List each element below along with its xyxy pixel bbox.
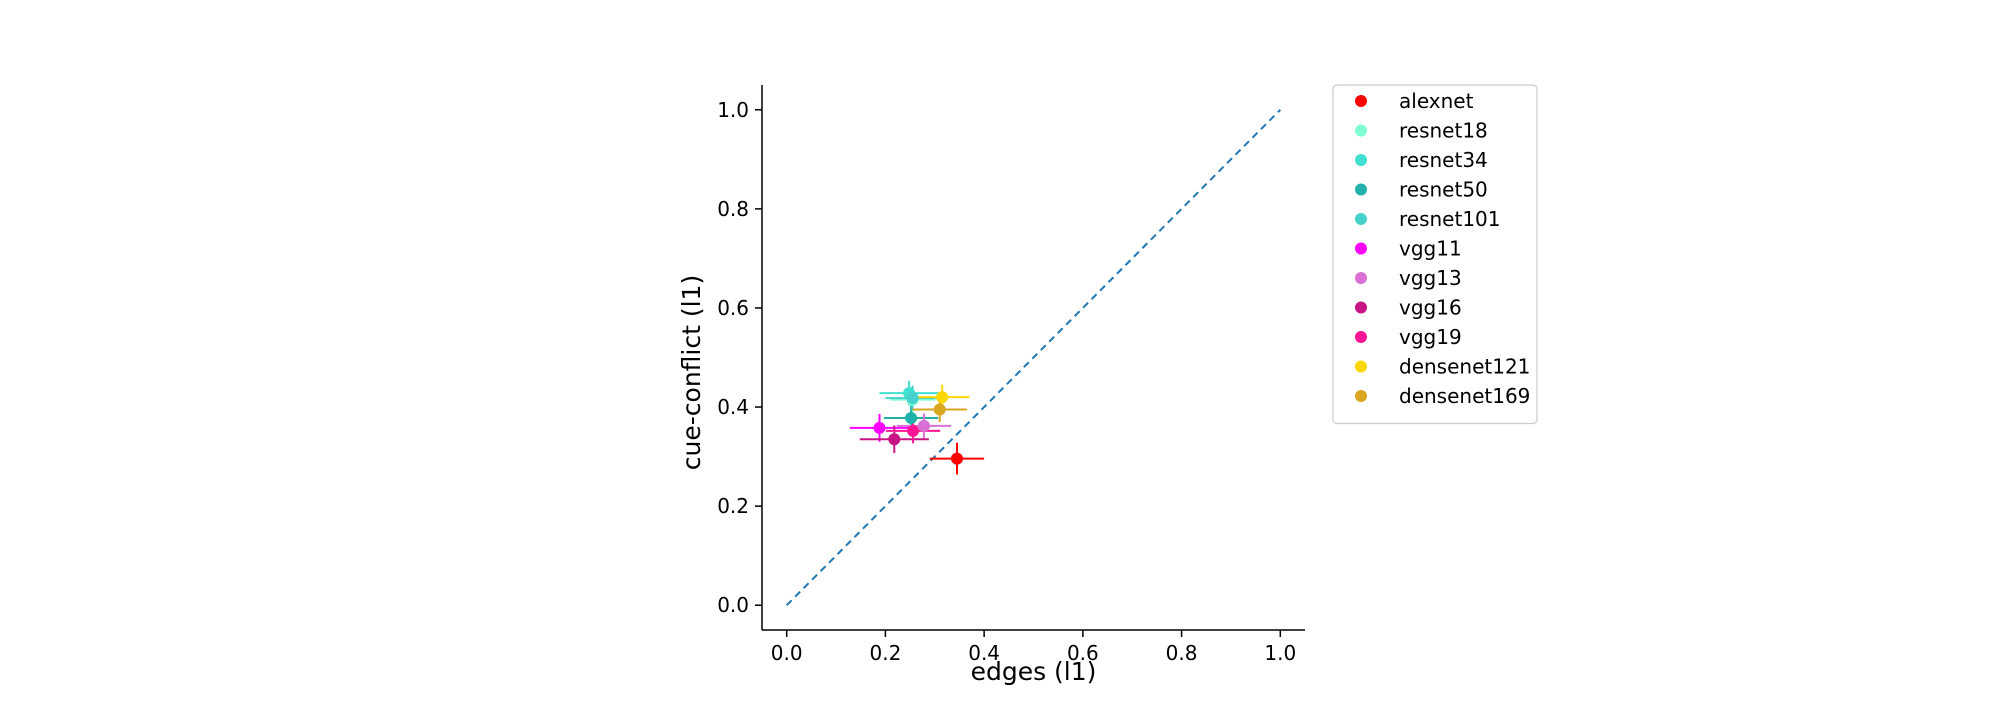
legend-marker-vgg16	[1355, 301, 1367, 314]
legend-marker-resnet101	[1355, 213, 1367, 225]
legend-label-vgg16: vgg16	[1399, 296, 1462, 320]
x-tick-label: 1.0	[1264, 641, 1296, 665]
x-axis-label: edges (l1)	[971, 657, 1097, 686]
y-axis-label: cue-conflict (l1)	[677, 275, 706, 470]
legend-label-densenet121: densenet121	[1399, 355, 1530, 379]
legend-label-vgg19: vgg19	[1399, 325, 1462, 349]
legend-label-vgg11: vgg11	[1399, 237, 1462, 261]
y-tick-label: 0.0	[717, 593, 749, 617]
legend-label-resnet50: resnet50	[1399, 178, 1488, 202]
diagonal-reference-line	[785, 109, 1282, 606]
point-resnet101	[906, 392, 919, 405]
legend-marker-alexnet	[1355, 95, 1367, 107]
legend-marker-resnet34	[1355, 154, 1367, 166]
legend-marker-vgg19	[1355, 331, 1367, 343]
legend-marker-densenet121	[1355, 360, 1367, 373]
x-tick-label: 0.0	[771, 641, 803, 665]
y-tick-label: 0.8	[717, 197, 749, 221]
x-tick-label: 0.6	[1067, 641, 1099, 665]
y-tick-label: 1.0	[717, 98, 749, 122]
point-alexnet	[950, 452, 963, 465]
point-vgg11	[873, 421, 886, 434]
y-tick-label: 0.2	[717, 494, 749, 518]
point-densenet169	[933, 403, 946, 416]
legend-label-resnet34: resnet34	[1399, 148, 1488, 172]
point-vgg16	[888, 433, 901, 446]
point-resnet50	[905, 411, 918, 424]
y-tick-label: 0.6	[717, 296, 749, 320]
legend-label-densenet169: densenet169	[1399, 384, 1530, 408]
legend-frame	[1332, 84, 1538, 425]
legend-marker-densenet169	[1355, 390, 1367, 402]
legend-marker-vgg11	[1355, 242, 1367, 255]
x-tick-label: 0.8	[1166, 641, 1198, 665]
legend-marker-resnet50	[1355, 183, 1367, 196]
legend-label-vgg13: vgg13	[1399, 266, 1462, 290]
x-tick-label: 0.2	[870, 641, 902, 665]
legend-label-alexnet: alexnet	[1399, 89, 1474, 113]
y-tick-label: 0.4	[717, 395, 749, 419]
legend-marker-vgg13	[1355, 272, 1367, 284]
x-tick-label: 0.4	[968, 641, 1000, 665]
legend: alexnet resnet18 resnet34 resnet50 resnet101…	[1332, 84, 1538, 425]
point-vgg19	[907, 424, 920, 437]
legend-label-resnet18: resnet18	[1399, 119, 1488, 143]
point-vgg13	[917, 419, 930, 432]
point-densenet121	[936, 391, 949, 404]
legend-label-resnet101: resnet101	[1399, 207, 1501, 231]
legend-marker-resnet18	[1355, 124, 1367, 137]
